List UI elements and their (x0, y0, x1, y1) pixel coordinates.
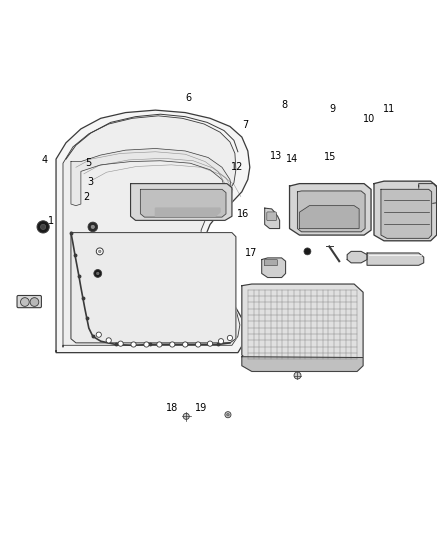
Text: 3: 3 (88, 176, 94, 187)
Text: 19: 19 (194, 403, 207, 413)
Polygon shape (155, 208, 220, 216)
Circle shape (227, 335, 233, 341)
Polygon shape (367, 253, 424, 265)
Circle shape (40, 224, 46, 230)
Circle shape (225, 411, 231, 418)
Polygon shape (71, 149, 232, 206)
FancyBboxPatch shape (17, 295, 42, 308)
Circle shape (91, 225, 95, 229)
Circle shape (96, 332, 101, 337)
Circle shape (400, 223, 407, 230)
Polygon shape (297, 191, 365, 232)
Polygon shape (242, 357, 363, 372)
Text: 13: 13 (269, 150, 282, 160)
Text: 1: 1 (48, 216, 54, 226)
FancyBboxPatch shape (264, 260, 277, 266)
Circle shape (37, 221, 49, 233)
Circle shape (208, 341, 213, 346)
Circle shape (304, 248, 311, 255)
Circle shape (219, 338, 223, 344)
Circle shape (157, 342, 162, 347)
Polygon shape (419, 184, 438, 204)
Polygon shape (265, 208, 279, 229)
Circle shape (30, 297, 39, 306)
Polygon shape (347, 252, 367, 263)
Polygon shape (56, 110, 250, 353)
Circle shape (183, 413, 189, 419)
Circle shape (195, 342, 201, 347)
Circle shape (183, 342, 188, 347)
Text: 10: 10 (363, 114, 375, 124)
Text: 16: 16 (237, 209, 249, 219)
Circle shape (96, 248, 103, 255)
Text: 11: 11 (383, 104, 395, 114)
Circle shape (96, 272, 99, 274)
Text: 14: 14 (286, 154, 298, 164)
Circle shape (94, 270, 102, 277)
Text: 12: 12 (231, 162, 244, 172)
Text: 5: 5 (85, 158, 92, 168)
Text: 7: 7 (242, 120, 248, 130)
Circle shape (21, 297, 29, 306)
Circle shape (118, 341, 123, 346)
Text: 8: 8 (281, 100, 287, 110)
Circle shape (88, 222, 98, 232)
Circle shape (106, 338, 111, 343)
Text: 17: 17 (245, 248, 258, 259)
Text: 4: 4 (42, 155, 48, 165)
Polygon shape (242, 284, 363, 364)
Polygon shape (141, 189, 226, 217)
Polygon shape (63, 116, 240, 347)
FancyBboxPatch shape (267, 212, 276, 221)
Text: 2: 2 (83, 192, 89, 202)
Circle shape (99, 250, 101, 253)
Polygon shape (131, 184, 232, 220)
Polygon shape (381, 189, 431, 238)
Polygon shape (300, 206, 359, 229)
Text: 9: 9 (329, 104, 335, 114)
Circle shape (131, 342, 136, 347)
Circle shape (294, 372, 301, 379)
Text: 18: 18 (166, 403, 178, 413)
Polygon shape (71, 232, 236, 343)
Text: 15: 15 (324, 152, 336, 162)
Polygon shape (374, 181, 437, 241)
Circle shape (226, 414, 229, 416)
Polygon shape (262, 258, 286, 278)
Text: 6: 6 (185, 93, 191, 103)
Polygon shape (290, 184, 371, 235)
Circle shape (170, 342, 175, 347)
Circle shape (144, 342, 149, 347)
